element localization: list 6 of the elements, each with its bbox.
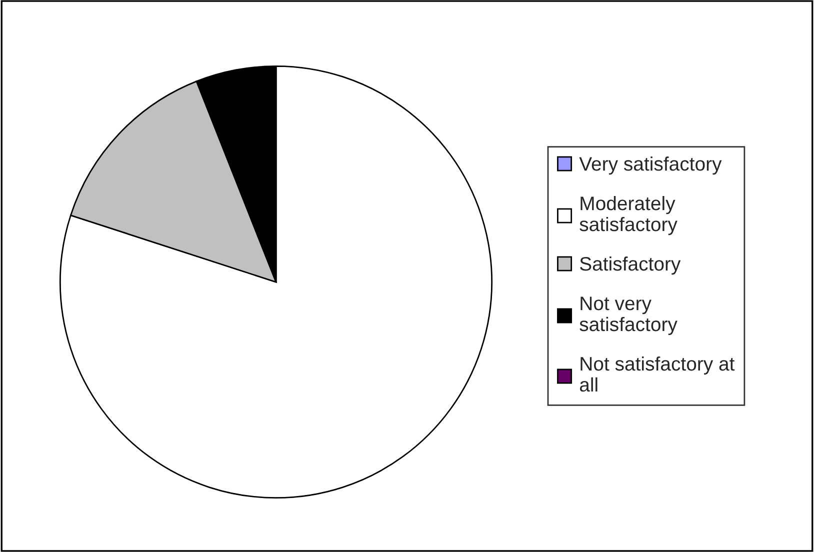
pie-slice [59,65,493,499]
legend-label: Very satisfactory [579,156,722,175]
legend-label: Moderately satisfactory [580,196,678,236]
legend-label: Satisfactory [580,256,681,275]
legend-label: Not very satisfactory [580,296,678,336]
legend-label: Not satisfactory at all [580,356,735,392]
